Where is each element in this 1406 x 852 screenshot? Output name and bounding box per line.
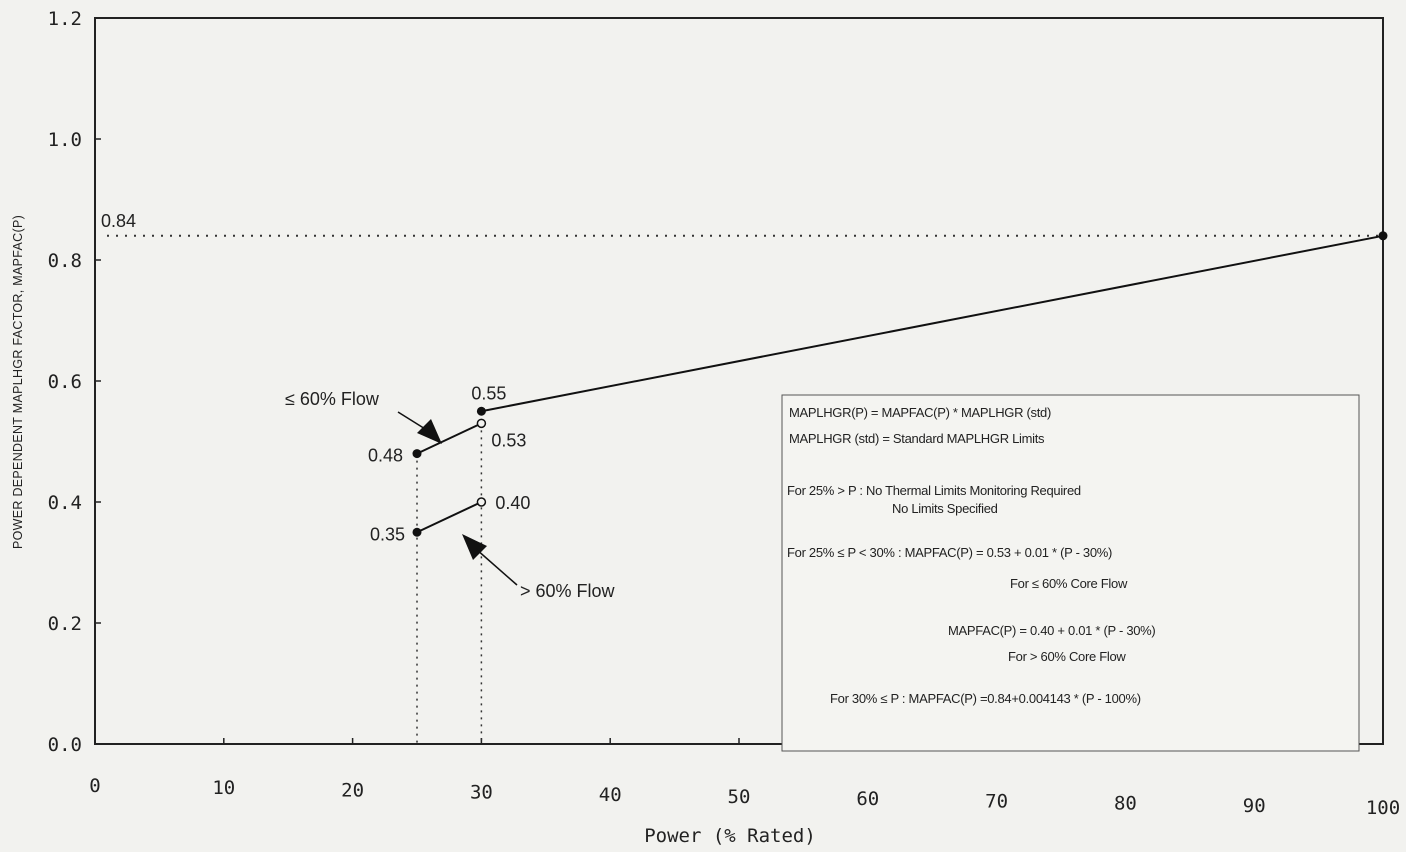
x-tick-label: 40 (599, 784, 622, 806)
series-above-30-line (481, 234, 1384, 413)
x-tick-label: 80 (1114, 793, 1137, 815)
formula-line-3: For 25% > P : No Thermal Limits Monitori… (787, 483, 1081, 498)
arrow-high-flow (462, 534, 487, 560)
formula-line-2: MAPLHGR (std) = Standard MAPLHGR Limits (789, 431, 1045, 446)
data-point-open (476, 418, 487, 429)
data-point-open (476, 497, 487, 507)
data-label-v048: 0.48 (368, 446, 403, 466)
series-high-flow-line (416, 501, 482, 534)
axis-ticks: 0 10 20 30 40 50 60 70 80 90 100 0.0 0.2 0.4 0.6 0.8 1.0… (48, 8, 1400, 819)
annotation-low-flow: ≤ 60% Flow (285, 389, 380, 409)
x-tick-label: 0 (89, 775, 100, 797)
data-label-v084: 0.84 (101, 211, 136, 231)
data-point (1378, 231, 1388, 241)
data-point (412, 527, 422, 537)
formula-box: MAPLHGR(P) = MAPFAC(P) * MAPLHGR (std) M… (781, 394, 1360, 752)
x-tick-label: 100 (1366, 797, 1400, 819)
data-label-v055: 0.55 (471, 383, 506, 403)
formula-line-8: For > 60% Core Flow (1008, 649, 1126, 664)
data-point (476, 406, 486, 416)
data-lines (107, 234, 1384, 744)
x-tick-label: 20 (341, 779, 364, 801)
series-low-flow-line (416, 422, 482, 455)
x-tick-label: 30 (470, 782, 493, 804)
annotation-high-flow: > 60% Flow (520, 581, 616, 601)
formula-line-7: MAPFAC(P) = 0.40 + 0.01 * (P - 30%) (948, 623, 1155, 638)
data-label-v035: 0.35 (370, 524, 405, 544)
formula-line-9: For 30% ≤ P : MAPFAC(P) =0.84+0.004143 *… (830, 691, 1141, 706)
arrow-high-flow-shaft (475, 548, 518, 586)
y-tick-label: 1.2 (48, 8, 82, 30)
formula-box-border (781, 394, 1360, 752)
formula-line-4: No Limits Specified (892, 501, 998, 516)
x-tick-label: 50 (728, 786, 751, 808)
y-tick-label: 0.0 (48, 734, 82, 756)
data-labels: 0.84 0.55 0.53 0.48 0.40 0.35 (101, 211, 530, 544)
x-tick-label: 90 (1243, 795, 1266, 817)
y-tick-label: 0.6 (48, 371, 82, 393)
y-tick-label: 0.4 (48, 492, 82, 514)
x-tick-label: 10 (212, 777, 235, 799)
formula-line-6: For ≤ 60% Core Flow (1010, 576, 1128, 591)
x-tick-label: 70 (985, 790, 1008, 812)
data-points (412, 231, 1388, 537)
y-tick-label: 1.0 (48, 129, 82, 151)
y-tick-label: 0.8 (48, 250, 82, 272)
formula-line-1: MAPLHGR(P) = MAPFAC(P) * MAPLHGR (std) (789, 405, 1051, 420)
y-axis-title: POWER DEPENDENT MAPLHGR FACTOR, MAPFAC(P… (11, 215, 25, 549)
data-label-v053: 0.53 (491, 430, 526, 450)
formula-line-5: For 25% ≤ P < 30% : MAPFAC(P) = 0.53 + 0… (787, 545, 1112, 560)
x-tick-label: 60 (856, 788, 879, 810)
data-point (412, 449, 422, 459)
arrow-low-flow-shaft (397, 411, 431, 433)
data-label-v040: 0.40 (495, 493, 530, 513)
x-axis-title: Power (% Rated) (644, 825, 816, 847)
y-tick-label: 0.2 (48, 613, 82, 635)
